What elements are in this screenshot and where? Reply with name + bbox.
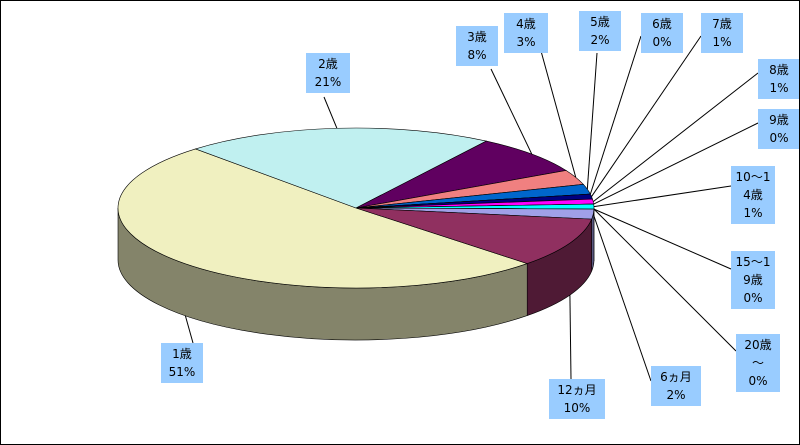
category-label: 10〜14歳: [735, 170, 771, 202]
value-label: 21%: [314, 75, 342, 89]
data-label: 12ヵ月 10%: [549, 379, 605, 419]
leader-line: [593, 122, 759, 205]
value-label: 10%: [563, 401, 591, 415]
data-label: 15〜19歳 0%: [731, 251, 775, 309]
data-label: 6歳 0%: [641, 13, 683, 53]
value-label: 2%: [666, 388, 686, 402]
category-label: 7歳: [712, 17, 732, 31]
leader-line: [490, 68, 533, 155]
leader-line: [592, 213, 652, 382]
leader-line: [323, 96, 338, 129]
leader-line: [592, 72, 759, 202]
data-label: 9歳 0%: [758, 109, 799, 149]
category-label: 12ヵ月: [557, 383, 597, 397]
leader-line: [586, 52, 598, 190]
value-label: 0%: [769, 131, 789, 145]
category-label: 4歳: [516, 17, 536, 31]
slice: [355, 207, 593, 264]
leader-line: [593, 208, 732, 270]
value-label: 1%: [769, 81, 789, 95]
category-label: 8歳: [769, 63, 789, 77]
data-label: 6ヵ月 2%: [651, 366, 701, 406]
slice: [194, 127, 488, 209]
value-label: 3%: [516, 35, 536, 49]
value-label: 8%: [467, 48, 487, 62]
category-label: 15〜19歳: [735, 255, 771, 287]
data-label: 3歳 8%: [456, 26, 498, 66]
category-label: 6ヵ月: [660, 370, 692, 384]
category-label: 6歳: [652, 17, 672, 31]
value-label: 0%: [748, 374, 768, 388]
leader-line: [593, 208, 737, 352]
data-label: 20歳〜 0%: [736, 334, 780, 392]
data-label: 4歳 3%: [504, 13, 548, 53]
leader-line: [589, 35, 642, 195]
category-label: 3歳: [467, 30, 487, 44]
leader-line: [184, 315, 194, 344]
category-label: 9歳: [769, 113, 789, 127]
data-label: 2歳 21%: [306, 53, 350, 93]
slice: [117, 148, 529, 289]
value-label: 1%: [712, 35, 732, 49]
leader-line: [540, 50, 577, 178]
value-label: 2%: [590, 33, 610, 47]
value-label: 51%: [168, 365, 196, 379]
data-label: 5歳 2%: [579, 11, 621, 51]
category-label: 1歳: [172, 347, 192, 361]
value-label: 0%: [652, 35, 672, 49]
value-label: 0%: [743, 291, 763, 305]
data-label: 7歳 1%: [701, 13, 743, 53]
category-label: 5歳: [590, 15, 610, 29]
leader-line: [569, 295, 572, 380]
data-label: 1歳 51%: [161, 343, 203, 383]
leader-line: [593, 185, 732, 208]
value-label: 1%: [743, 206, 763, 220]
category-label: 20歳〜: [744, 338, 772, 370]
data-label: 10〜14歳 1%: [731, 166, 775, 224]
leader-line: [591, 35, 702, 197]
data-label: 8歳 1%: [758, 59, 799, 99]
category-label: 2歳: [318, 57, 338, 71]
